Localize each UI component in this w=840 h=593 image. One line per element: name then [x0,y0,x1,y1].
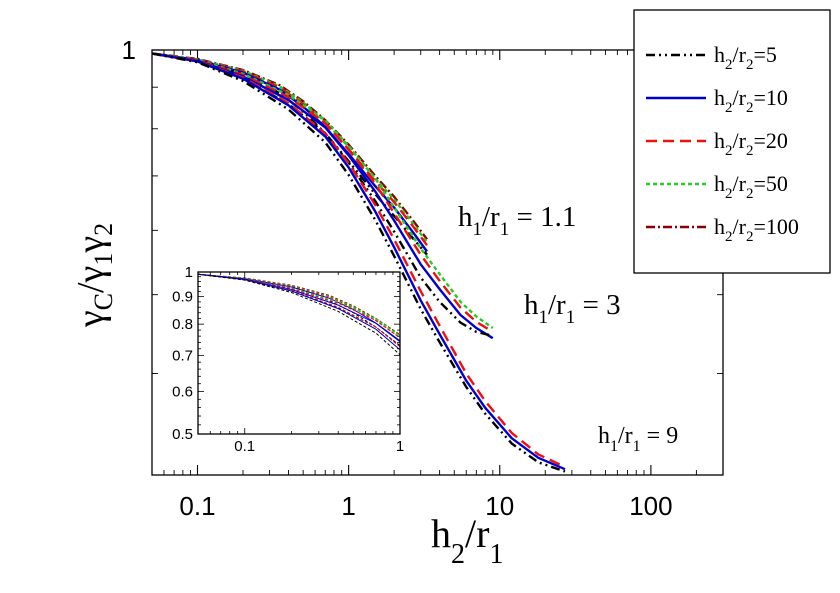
legend-label-part: 2 [746,57,754,73]
group-label-sub: 1 [539,307,549,328]
inset-y-tick-label-0-5: 0.5 [172,426,193,443]
legend-label-part: 2 [725,100,733,116]
inset-y-tick-label-1: 1 [185,264,193,281]
y-axis-label-sub-2: 2 [89,223,118,236]
inset-y-tick-label-0-8: 0.8 [172,316,193,333]
legend-label-part: 2 [746,143,754,159]
inset-series-h1-r1-1-1-h2-r2-20 [198,273,400,339]
group-label-sub: 1 [633,438,641,455]
inset-x-tick-label-0-1: 0.1 [234,438,255,455]
series-h1-r1-9-h2-r2-5 [151,52,566,473]
inset-series-h1-r1-9-h2-r2-5 [198,273,400,356]
legend-label-part: /r [733,128,747,153]
legend-label-part: h [714,128,725,153]
group-label-h: h [458,201,473,233]
x-axis-label-h: h [431,511,451,556]
legend-label-part: =50 [753,171,787,196]
legend-label-h2-r2-20: h2/r2=20 [714,128,788,159]
legend-label-part: /r [733,42,747,67]
legend-label-part: h [714,85,725,110]
y-axis-label-sub-c: C [89,293,118,310]
inset-y-tick-label-0-9: 0.9 [172,289,193,306]
data-series [151,52,566,473]
legend-label-part: =10 [753,85,787,110]
y-axis-label-gamma-c: γ [70,310,112,328]
group-label-sub: 1 [566,307,576,328]
x-axis-label: h2/r1 [431,511,503,570]
group-label-value: = 1.1 [509,201,576,233]
inset-series-group [198,273,400,356]
inset-data-series [198,273,400,356]
series-h1-r1-1-1-h2-r2-20 [151,52,428,247]
legend-label-part: /r [733,85,747,110]
x-tick-label-0-1: 0.1 [179,491,215,521]
group-label-value: = 3 [575,289,620,321]
group-label-mid: /r [548,289,566,321]
group-label-h1r1-3: h1/r1 = 3 [524,289,621,328]
x-tick-label-100: 100 [629,491,672,521]
legend-label-part: /r [733,171,747,196]
group-label-value: = 9 [641,423,679,449]
legend-label-part: h [714,171,725,196]
y-tick-label-1: 1 [122,35,136,65]
group-label-h: h [524,289,539,321]
inset-series-h1-r1-1-1-h2-r2-10 [198,273,400,342]
x-tick-label-1: 1 [341,491,355,521]
legend-label-h2-r2-10: h2/r2=10 [714,85,788,116]
inset-background [198,272,400,434]
series-h1-r1-3-h2-r2-20 [151,52,494,333]
legend-label-part: 2 [725,229,733,245]
legend-label-part: h [714,42,725,67]
series-h1-r1-1-1-h2-r2-100 [151,52,428,241]
x-axis-label-mid: /r [465,511,489,556]
inset-series-h1-r1-1-1-h2-r2-50 [198,273,400,337]
inset-tick-labels: 0.1 1 1 0.9 0.8 0.7 0.6 0.5 [172,264,404,455]
series-h1-r1-9-h2-r2-20 [151,52,566,468]
group-label-sub: 1 [610,438,618,455]
legend-label-part: =100 [753,214,798,239]
group-label-mid: /r [482,201,500,233]
group-label-mid: /r [618,423,633,449]
legend-label-part: 2 [746,186,754,202]
y-axis-label-gamma-2: γ [70,236,112,254]
legend-label-part: 2 [725,186,733,202]
legend-label-part: =20 [753,128,787,153]
legend-label-h2-r2-50: h2/r2=50 [714,171,788,202]
group-label-sub: 1 [473,219,483,240]
legend-label-part: =5 [753,42,776,67]
inset-frame [197,271,401,435]
legend-label-part: h [714,214,725,239]
inset-axis-ticks [197,271,401,435]
legend-label-h2-r2-100: h2/r2=100 [714,214,799,245]
y-axis-label-sub-1: 1 [89,253,118,266]
legend-label-part: 2 [746,100,754,116]
y-axis-label-mid: /γ [70,266,112,293]
legend-label-part: 2 [725,57,733,73]
series-h1-r1-1-1-h2-r2-5 [151,52,428,256]
legend-label-part: /r [733,214,747,239]
x-axis-label-sub-2: 2 [451,539,465,570]
x-tick-label-10: 10 [485,491,514,521]
legend-label-part: 2 [746,229,754,245]
group-label-h1r1-1-1: h1/r1 = 1.1 [458,201,576,240]
inset-x-tick-label-1: 1 [396,438,404,455]
series-h1-r1-1-1-h2-r2-10 [151,52,428,253]
tick-labels: 0.1 1 10 100 1 [122,35,673,521]
group-label-h: h [598,423,610,449]
legend-label-h2-r2-5: h2/r2=5 [714,42,777,73]
series-h1-r1-9-h2-r2-10 [151,52,566,471]
inset-series-h1-r1-1-1-h2-r2-100 [198,273,400,336]
inset-y-tick-label-0-7: 0.7 [172,347,193,364]
x-axis-label-sub-1: 1 [489,539,503,570]
inset-y-tick-label-0-6: 0.6 [172,383,193,400]
group-label-h1r1-9: h1/r1 = 9 [598,423,678,455]
legend-label-part: 2 [725,143,733,159]
series-h1-r1-1-1-h2-r2-50 [151,52,428,244]
y-axis-label: γC/γ1γ2 [70,223,118,328]
group-label-sub: 1 [500,219,510,240]
